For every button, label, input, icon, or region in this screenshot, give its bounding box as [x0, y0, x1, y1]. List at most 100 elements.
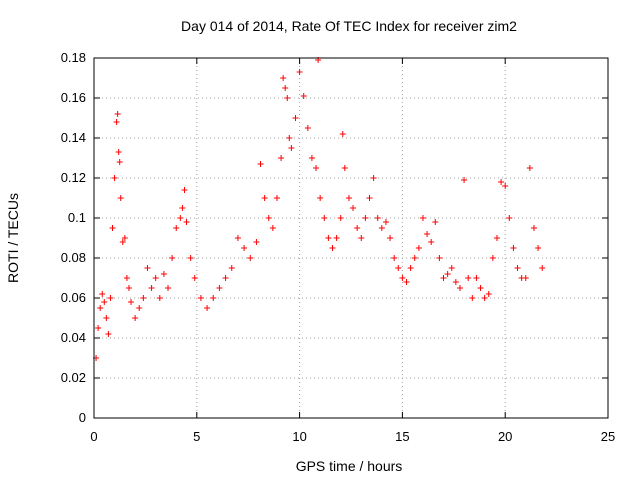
data-point [181, 187, 188, 193]
data-point [337, 215, 344, 221]
data-point [187, 255, 194, 261]
data-point [452, 279, 459, 285]
data-point [144, 265, 151, 271]
data-point [117, 195, 124, 201]
x-axis-label: GPS time / hours [296, 458, 403, 474]
data-point [282, 85, 289, 91]
data-point [286, 135, 293, 141]
data-point [210, 295, 217, 301]
data-point [403, 279, 410, 285]
data-point [169, 255, 176, 261]
data-point [378, 225, 385, 231]
x-tick-label: 25 [601, 429, 615, 444]
data-point [428, 239, 435, 245]
data-point [115, 149, 122, 155]
data-point [469, 295, 476, 301]
data-point [183, 219, 190, 225]
data-point [261, 195, 268, 201]
chart-title: Day 014 of 2014, Rate Of TEC Index for r… [181, 18, 517, 34]
data-point [325, 235, 332, 241]
y-tick-label: 0.16 [61, 90, 86, 105]
data-point [113, 119, 120, 125]
data-point [116, 159, 123, 165]
data-point [296, 69, 303, 75]
data-point [321, 215, 328, 221]
data-point [448, 265, 455, 271]
data-point [111, 175, 118, 181]
x-tick-label: 10 [292, 429, 306, 444]
data-point [539, 265, 546, 271]
data-point [313, 165, 320, 171]
x-tick-label: 20 [498, 429, 512, 444]
data-point [345, 195, 352, 201]
data-point [399, 275, 406, 281]
data-point [411, 255, 418, 261]
data-point [436, 255, 443, 261]
data-point [304, 125, 311, 131]
data-point [265, 215, 272, 221]
x-tick-label: 0 [90, 429, 97, 444]
data-point [136, 305, 143, 311]
data-point [308, 155, 315, 161]
plot-frame [93, 57, 609, 419]
data-point [370, 175, 377, 181]
data-point [222, 275, 229, 281]
data-point [456, 285, 463, 291]
data-point [165, 285, 172, 291]
data-point [247, 255, 254, 261]
data-point [535, 245, 542, 251]
data-point [498, 179, 505, 185]
data-point [119, 239, 126, 245]
data-point [530, 225, 537, 231]
data-point [292, 115, 299, 121]
data-point [489, 255, 496, 261]
data-point [253, 239, 260, 245]
data-point [284, 95, 291, 101]
y-tick-label: 0.02 [61, 370, 86, 385]
data-point [101, 299, 108, 305]
data-point [103, 315, 110, 321]
data-point [148, 285, 155, 291]
data-point [204, 305, 211, 311]
y-tick-label: 0.18 [61, 50, 86, 65]
data-point [121, 235, 128, 241]
y-tick-label: 0.06 [61, 290, 86, 305]
data-point [522, 275, 529, 281]
data-point [288, 145, 295, 151]
data-point [132, 315, 139, 321]
data-point [362, 215, 369, 221]
data-point [156, 295, 163, 301]
data-point [128, 299, 135, 305]
data-point [502, 183, 509, 189]
data-point [173, 225, 180, 231]
data-point [216, 285, 223, 291]
data-point [278, 155, 285, 161]
data-point [514, 265, 521, 271]
x-tick-label: 5 [193, 429, 200, 444]
data-point [191, 275, 198, 281]
data-point [107, 295, 114, 301]
data-point [432, 219, 439, 225]
data-point [506, 215, 513, 221]
y-tick-label: 0 [79, 410, 86, 425]
data-point [354, 225, 361, 231]
data-point [228, 265, 235, 271]
data-point [234, 235, 241, 241]
data-point [300, 93, 307, 99]
data-point [273, 195, 280, 201]
data-point [485, 291, 492, 297]
data-point [140, 295, 147, 301]
data-point [160, 271, 167, 277]
data-points [93, 57, 546, 361]
grid [94, 58, 608, 418]
data-point [269, 225, 276, 231]
data-point [473, 275, 480, 281]
data-point [391, 255, 398, 261]
data-point [407, 265, 414, 271]
data-point [105, 331, 112, 337]
data-point [358, 235, 365, 241]
data-point [114, 111, 121, 117]
data-point [387, 235, 394, 241]
data-point [97, 305, 104, 311]
